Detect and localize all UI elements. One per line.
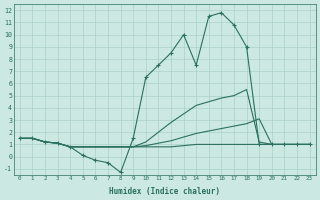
X-axis label: Humidex (Indice chaleur): Humidex (Indice chaleur) <box>109 187 220 196</box>
